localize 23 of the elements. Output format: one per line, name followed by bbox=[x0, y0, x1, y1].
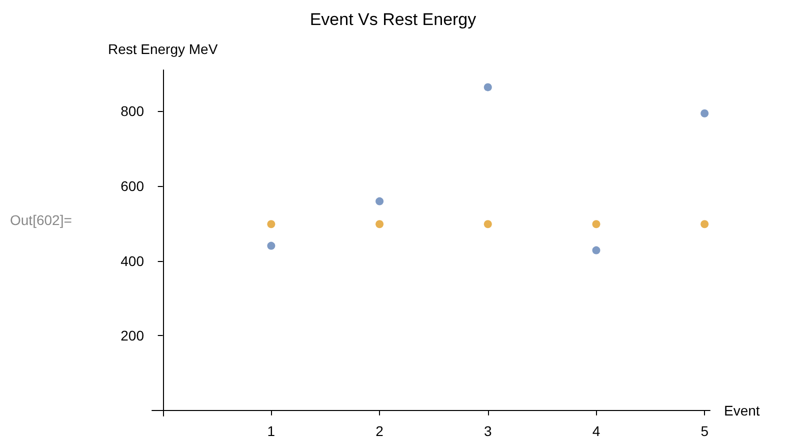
y-tick-label: 200 bbox=[120, 328, 144, 344]
y-tick-label: 600 bbox=[120, 178, 144, 194]
x-tick-label: 5 bbox=[700, 423, 709, 438]
point bbox=[267, 242, 276, 250]
point bbox=[484, 83, 492, 92]
chart-title: Event Vs Rest Energy bbox=[310, 10, 477, 29]
y-axis-title: Rest Energy MeV bbox=[108, 41, 218, 57]
y-tick-label: 400 bbox=[120, 252, 144, 269]
point bbox=[700, 220, 709, 228]
y-tick-label: 800 bbox=[120, 103, 144, 120]
x-tick-label: 2 bbox=[376, 423, 384, 438]
x-axis-title: Event bbox=[724, 402, 760, 418]
point bbox=[376, 197, 384, 206]
point bbox=[376, 220, 384, 228]
point bbox=[484, 220, 492, 228]
point bbox=[700, 109, 709, 118]
x-tick-label: 3 bbox=[484, 423, 492, 438]
point bbox=[267, 220, 276, 228]
point bbox=[592, 220, 600, 228]
x-tick-label: 1 bbox=[267, 423, 276, 438]
point bbox=[592, 246, 600, 254]
x-tick-label: 4 bbox=[592, 423, 600, 438]
text: Out[602]= bbox=[10, 212, 72, 228]
